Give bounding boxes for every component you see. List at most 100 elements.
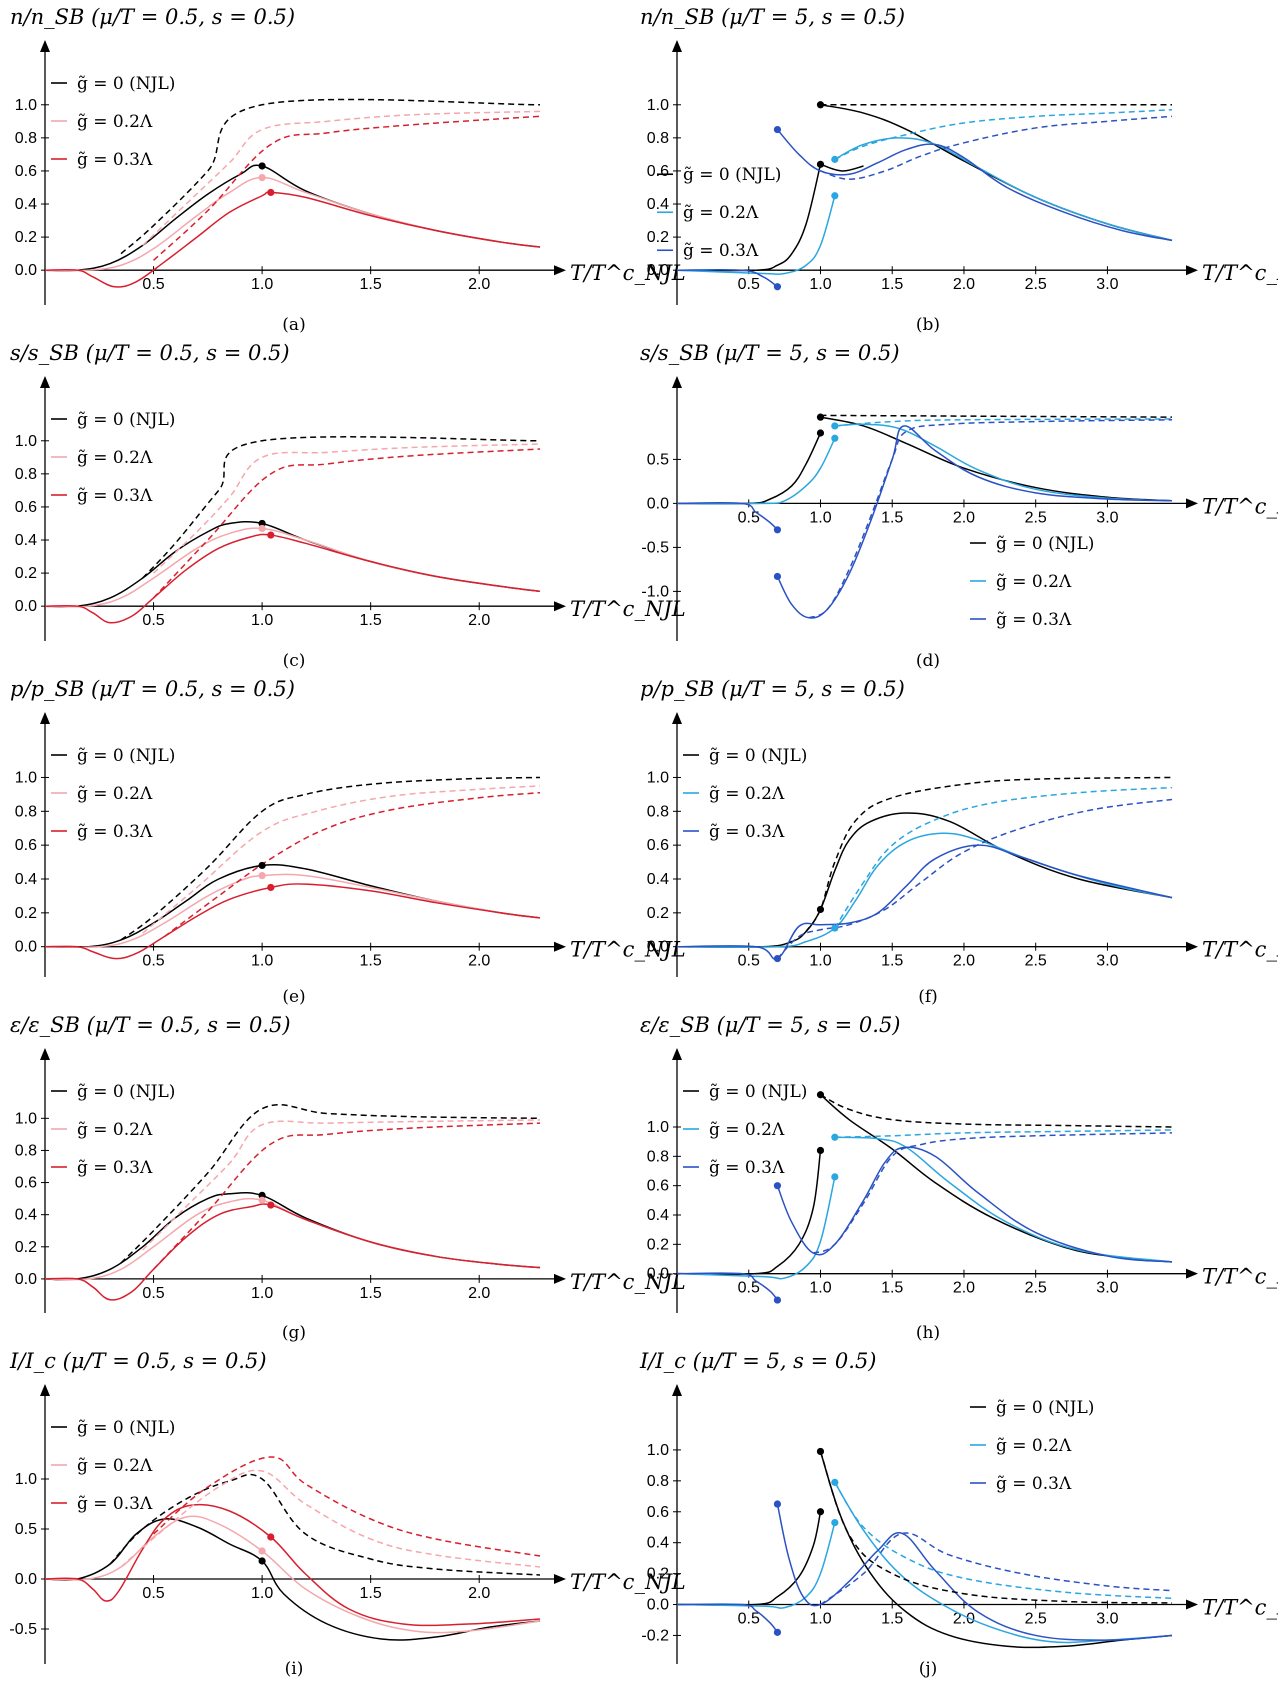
panel-title: I/I_c (μ/T = 0.5, s = 0.5): [9, 1349, 267, 1373]
transition-dot: [267, 1533, 275, 1541]
y-tick-label: 0.0: [15, 1271, 37, 1288]
dashed-curve-0: [120, 776, 541, 941]
legend-label: g̃ = 0 (NJL): [683, 165, 781, 185]
y-tick-label: 0.6: [15, 163, 37, 180]
legend: g̃ = 0 (NJL) g̃ = 0.2Λ g̃ = 0.3Λ: [657, 165, 781, 261]
y-tick-label: 0.4: [647, 871, 669, 888]
y-tick-label: 0.0: [647, 495, 669, 512]
x-tick-label: 2.0: [468, 953, 490, 970]
transition-dot: [816, 429, 825, 437]
y-axis-arrow: [40, 1384, 50, 1396]
y-tick-label: 1.0: [647, 1119, 669, 1136]
x-axis-arrow: [554, 265, 566, 276]
x-tick-label: 2.5: [1025, 276, 1047, 293]
legend-label: g̃ = 0.3Λ: [77, 1494, 153, 1514]
y-tick-label: 1.0: [15, 1110, 37, 1127]
transition-dot: [773, 125, 782, 134]
dashed-curve-1: [142, 1119, 541, 1251]
y-tick-label: 0.8: [647, 130, 669, 147]
x-axis-arrow: [1186, 498, 1198, 509]
legend: g̃ = 0 (NJL) g̃ = 0.2Λ g̃ = 0.3Λ: [683, 1082, 807, 1178]
transition-dot: [258, 1557, 266, 1565]
dashed-curve-1: [834, 1129, 1173, 1139]
legend-label: g̃ = 0 (NJL): [77, 1418, 175, 1438]
solid-curve-0: [45, 164, 541, 272]
transition-dot: [258, 173, 266, 182]
dashed-curve-1: [153, 443, 541, 574]
legend-label: g̃ = 0.3Λ: [77, 822, 153, 842]
solid-curve-1: [677, 832, 1173, 948]
x-axis-label: T/T^c_NJL: [570, 597, 686, 621]
solid-curve-2: [677, 844, 1173, 960]
panel-title: s/s_SB (μ/T = 5, s = 0.5): [640, 341, 900, 365]
transition-dot: [773, 1296, 782, 1304]
legend: g̃ = 0 (NJL) g̃ = 0.2Λ g̃ = 0.3Λ: [970, 1398, 1094, 1494]
y-tick-label: -1.0: [641, 583, 669, 600]
x-tick-label: 2.0: [953, 1611, 975, 1628]
legend: g̃ = 0 (NJL) g̃ = 0.2Λ g̃ = 0.3Λ: [51, 746, 175, 842]
y-tick-label: 0.2: [15, 565, 37, 582]
dashed-curve-2: [153, 448, 541, 599]
solid-curve-2: [45, 191, 541, 288]
transition-dot: [773, 572, 782, 581]
x-tick-label: 0.5: [738, 509, 760, 526]
transition-dot: [258, 872, 266, 880]
x-tick-label: 1.5: [881, 509, 903, 526]
solid-curve-1: [677, 1176, 836, 1280]
dashed-curve-2: [820, 1532, 1173, 1606]
solid-curve-0: [820, 163, 864, 172]
x-axis-arrow: [554, 1273, 566, 1284]
panel-caption: (c): [283, 651, 306, 671]
y-tick-label: 0.0: [647, 1266, 669, 1283]
x-tick-label: 0.5: [738, 1280, 760, 1297]
y-tick-label: -0.2: [641, 1627, 669, 1644]
legend-label: g̃ = 0.3Λ: [77, 486, 153, 506]
y-tick-label: 0.5: [647, 451, 669, 468]
x-tick-label: 2.0: [953, 1280, 975, 1297]
transition-dot: [267, 883, 275, 892]
y-tick-label: 0.2: [15, 229, 37, 246]
y-tick-label: -0.5: [9, 1621, 37, 1638]
y-tick-label: 0.4: [647, 1535, 669, 1552]
x-tick-label: 3.0: [1096, 1280, 1118, 1297]
solid-curve-2: [677, 501, 778, 531]
panel-i: 0.5 1.0 1.5 2.0 -0.5 0.0 0.5 1.0 I/I_c (μ/T = 0.…: [9, 1349, 686, 1679]
legend-label: g̃ = 0.3Λ: [996, 610, 1072, 630]
legend-label: g̃ = 0.2Λ: [683, 203, 759, 223]
x-tick-label: 0.5: [142, 953, 164, 970]
y-tick-label: 0.2: [647, 229, 669, 246]
y-tick-label: 0.6: [647, 1504, 669, 1521]
legend: g̃ = 0 (NJL) g̃ = 0.2Λ g̃ = 0.3Λ: [51, 1082, 175, 1178]
legend-label: g̃ = 0 (NJL): [77, 74, 175, 94]
panel-caption: (j): [919, 1659, 938, 1679]
x-axis-label: T/T^c_NJL: [570, 1570, 686, 1594]
transition-dot: [816, 413, 825, 421]
x-axis-label: T/T^c_NJL: [1202, 1596, 1278, 1620]
solid-curve-0: [677, 432, 822, 505]
y-tick-label: 0.5: [15, 1521, 37, 1538]
panel-title: n/n_SB (μ/T = 5, s = 0.5): [640, 5, 905, 29]
x-tick-label: 2.0: [468, 1285, 490, 1302]
panel-caption: (i): [285, 1659, 304, 1679]
legend-label: g̃ = 0.2Λ: [996, 1436, 1072, 1456]
x-axis-arrow: [554, 1574, 566, 1584]
solid-curve-2: [776, 1146, 1173, 1263]
transition-dot: [831, 155, 839, 163]
panel-d: 0.5 1.0 1.5 2.0 2.5 3.0 -1.0 -0.5 0.0 0.5 s/s_SB (…: [640, 341, 1278, 671]
panel-title: I/I_c (μ/T = 5, s = 0.5): [639, 1349, 877, 1373]
panel-caption: (f): [918, 987, 938, 1007]
y-tick-label: 0.0: [15, 262, 37, 279]
x-tick-label: 1.5: [881, 1611, 903, 1628]
dashed-curve-2: [163, 791, 541, 938]
panel-caption: (d): [916, 651, 940, 671]
solid-curve-2: [45, 533, 541, 624]
solid-curve-2: [45, 883, 541, 960]
y-tick-label: 0.6: [15, 1175, 37, 1192]
transition-dot: [831, 422, 839, 430]
y-axis-arrow: [672, 40, 682, 52]
y-tick-label: 0.6: [15, 499, 37, 516]
legend-label: g̃ = 0.2Λ: [77, 112, 153, 132]
x-tick-label: 2.5: [1025, 953, 1047, 970]
dashed-curve-0: [120, 1104, 541, 1264]
y-tick-label: 0.0: [15, 598, 37, 615]
